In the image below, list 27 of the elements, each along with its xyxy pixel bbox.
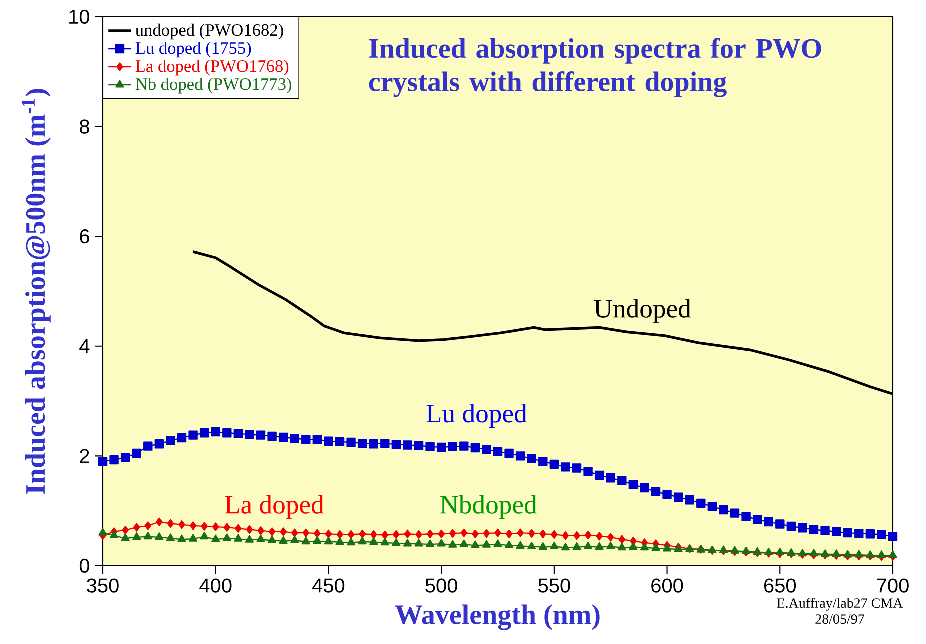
text: 28/05/97 [816,614,864,624]
x-axis-title: Wavelength (nm) [395,604,600,630]
legend-label: Nb doped (PWO1773) [136,78,292,94]
x-tick-label: 600 [652,578,684,593]
text: E.Auffray/lab27 CMA [777,598,904,611]
y-tick-label: 4 [80,340,90,354]
legend-label: Lu doped (1755) [136,42,252,58]
annotation: Lu doped [426,404,528,428]
x-tick-label: 450 [312,578,345,593]
x-tick-label: 400 [200,578,232,593]
x-tick-label: 500 [426,578,458,593]
y-tick-label: 6 [80,230,90,244]
y-tick-label: 8 [80,120,90,134]
annotation: Undoped [594,299,692,324]
x-tick-label: 350 [87,578,119,593]
annotation: La doped [225,495,324,520]
annotation: Nbdoped [440,495,538,520]
legend-label: undoped (PWO1682) [136,24,284,40]
y-axis-title: Induced absorption@500nm (m$^{-1}$) [22,89,51,494]
legend-label: La doped (PWO1768) [136,60,289,76]
x-tick-label: 700 [877,578,909,593]
x-tick-label: 650 [764,578,796,593]
y-tick-label: 0 [80,558,90,574]
y-tick-label: 10 [70,10,90,24]
x-tick-label: 550 [538,578,570,593]
text: Induced absorption spectra for PWO crystals with different doping [369,38,822,98]
y-tick-label: 2 [80,449,90,464]
